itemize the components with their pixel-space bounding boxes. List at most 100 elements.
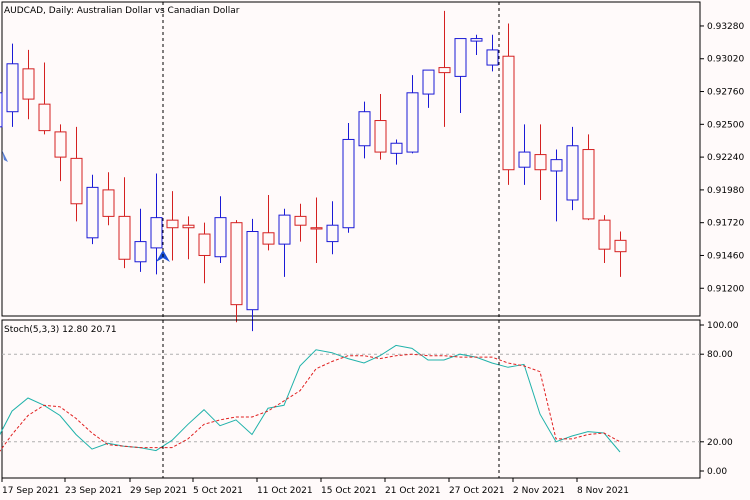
candle-body — [166, 219, 179, 229]
candle — [246, 218, 259, 332]
candle-body — [86, 186, 99, 239]
candle-body — [566, 145, 579, 201]
candle — [54, 124, 67, 182]
candle — [358, 101, 371, 159]
candle — [486, 34, 499, 72]
stochastic-pane-frame — [1, 319, 701, 479]
date-tick-label: 5 Oct 2021 — [193, 486, 243, 496]
date-tick-label: 8 Nov 2021 — [577, 486, 629, 496]
candle — [70, 126, 83, 222]
candle — [518, 124, 531, 185]
candle-body — [70, 157, 83, 205]
candle-body — [38, 103, 51, 132]
candle-body — [22, 68, 35, 100]
price-tick-label: 0.91980 — [707, 186, 744, 196]
candle-body — [374, 120, 387, 153]
candle — [454, 38, 467, 113]
stochastic-pane[interactable] — [0, 319, 701, 479]
candle-body — [310, 227, 323, 230]
candle-body — [518, 151, 531, 168]
candle-body — [134, 241, 147, 263]
candle — [582, 134, 595, 221]
candle — [22, 49, 35, 120]
candle-body — [614, 239, 627, 253]
candle — [102, 172, 115, 226]
candle-body — [0, 92, 3, 128]
candle-body — [406, 92, 419, 153]
candle-body — [198, 233, 211, 256]
arrow-fragment-icon — [2, 150, 8, 162]
stoch-tick-label: 20.00 — [707, 438, 733, 448]
candle-body — [598, 219, 611, 250]
stoch-tick-label: 80.00 — [707, 350, 733, 360]
candle — [182, 216, 195, 260]
price-tick-label: 0.91460 — [707, 251, 744, 261]
price-tick-label: 0.93280 — [707, 22, 744, 32]
candle — [0, 92, 3, 128]
candle — [214, 196, 227, 264]
candle-body — [230, 222, 243, 306]
candle-body — [6, 63, 19, 113]
price-pane-frame — [1, 1, 701, 317]
candle — [294, 203, 307, 242]
candle — [150, 173, 163, 275]
price-tick-label: 0.93020 — [707, 55, 744, 65]
candle — [86, 174, 99, 245]
candle — [342, 123, 355, 233]
candle-body — [422, 69, 435, 95]
candle-body — [54, 131, 67, 158]
candle-body — [246, 231, 259, 311]
candle-body — [326, 224, 339, 243]
candle — [134, 208, 147, 272]
date-tick-label: 17 Sep 2021 — [2, 486, 59, 496]
price-tick-label: 0.91720 — [707, 219, 744, 229]
candle-body — [150, 217, 163, 249]
candle — [438, 10, 451, 127]
candle — [310, 197, 323, 264]
candle-body — [262, 232, 275, 245]
date-tick-label: 29 Sep 2021 — [130, 486, 187, 496]
candle — [198, 222, 211, 284]
candle-body — [454, 38, 467, 77]
candle-body — [470, 38, 483, 42]
candle-body — [502, 55, 515, 171]
candle — [38, 62, 51, 135]
candle-body — [214, 217, 227, 258]
date-tick-label: 15 Oct 2021 — [321, 486, 377, 496]
candle-body — [118, 215, 131, 260]
candle — [598, 215, 611, 264]
price-pane[interactable] — [0, 1, 701, 332]
candle-body — [342, 138, 355, 229]
candle — [406, 75, 419, 154]
candle — [118, 177, 131, 269]
date-tick-label: 23 Sep 2021 — [65, 486, 122, 496]
candle — [6, 43, 19, 127]
candle-body — [550, 159, 563, 172]
candle-body — [486, 49, 499, 66]
chart-title: AUDCAD, Daily: Australian Dollar vs Cana… — [4, 6, 240, 16]
candle-body — [294, 215, 307, 226]
stoch-tick-label: 100.00 — [707, 321, 739, 331]
candle-body — [278, 214, 291, 245]
axes: 0.93280 0.93020 0.92760 0.92500 0.92240 0.919… — [1, 2, 744, 496]
candle-body — [534, 154, 547, 171]
candle — [166, 191, 179, 261]
candle — [550, 149, 563, 222]
candle — [390, 139, 403, 165]
price-tick-label: 0.92240 — [707, 153, 744, 163]
candle — [534, 124, 547, 200]
candle-body — [390, 142, 403, 154]
stoch-main-line — [0, 344, 621, 453]
candle — [262, 194, 275, 251]
candle — [422, 69, 435, 108]
candle-body — [102, 189, 115, 217]
candle — [374, 94, 387, 160]
indicator-label: Stoch(5,3,3) 12.80 20.71 — [4, 325, 117, 335]
date-tick-label: 27 Oct 2021 — [449, 486, 505, 496]
stoch-signal-line — [0, 353, 621, 452]
date-tick-label: 21 Oct 2021 — [385, 486, 441, 496]
candle-body — [358, 111, 371, 147]
candle-body — [438, 67, 451, 74]
